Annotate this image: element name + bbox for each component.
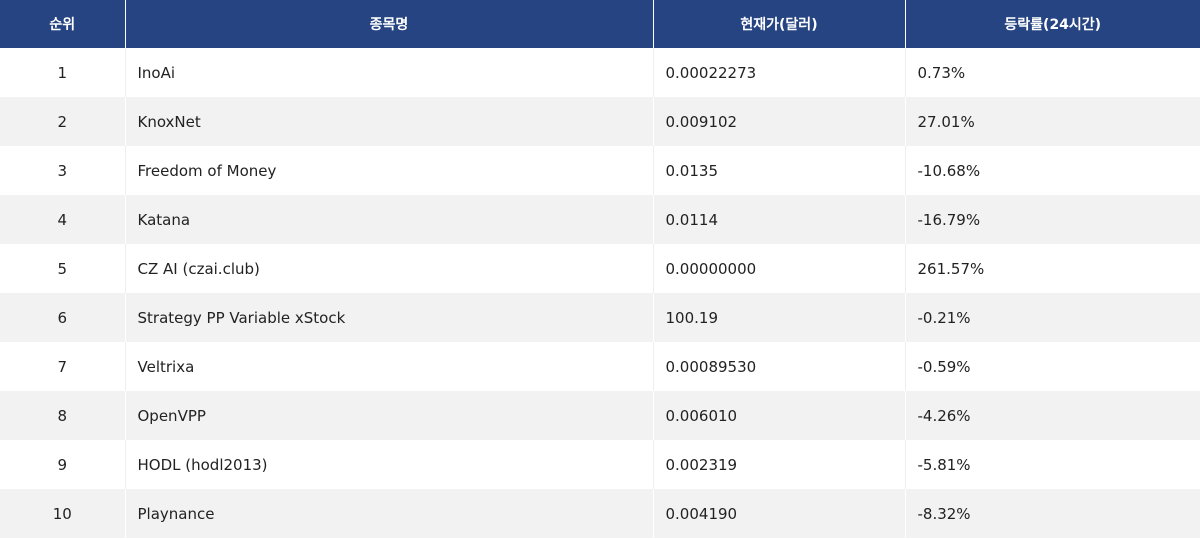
- change-cell: -8.32%: [904, 489, 1200, 538]
- rank-cell: 7: [0, 342, 125, 391]
- change-cell: -0.59%: [904, 342, 1200, 391]
- table-row: 6 Strategy PP Variable xStock 100.19 -0.21%: [0, 293, 1200, 342]
- change-cell: -0.21%: [904, 293, 1200, 342]
- name-cell: InoAi: [124, 48, 653, 97]
- header-price: 현재가(달러): [652, 0, 905, 48]
- rank-cell: 8: [0, 391, 125, 440]
- change-cell: 0.73%: [904, 48, 1200, 97]
- table-row: 2 KnoxNet 0.009102 27.01%: [0, 97, 1200, 146]
- name-cell: Katana: [124, 195, 653, 244]
- price-cell: 0.00000000: [652, 244, 905, 293]
- price-cell: 0.002319: [652, 440, 905, 489]
- table-row: 1 InoAi 0.00022273 0.73%: [0, 48, 1200, 97]
- table-row: 9 HODL (hodl2013) 0.002319 -5.81%: [0, 440, 1200, 489]
- table-row: 10 Playnance 0.004190 -8.32%: [0, 489, 1200, 538]
- change-cell: -16.79%: [904, 195, 1200, 244]
- change-cell: -10.68%: [904, 146, 1200, 195]
- name-cell: Veltrixa: [124, 342, 653, 391]
- table-row: 7 Veltrixa 0.00089530 -0.59%: [0, 342, 1200, 391]
- change-cell: -4.26%: [904, 391, 1200, 440]
- rank-cell: 2: [0, 97, 125, 146]
- name-cell: CZ AI (czai.club): [124, 244, 653, 293]
- header-row: 순위 종목명 현재가(달러) 등락률(24시간): [0, 0, 1200, 48]
- change-cell: -5.81%: [904, 440, 1200, 489]
- price-cell: 0.006010: [652, 391, 905, 440]
- rank-cell: 6: [0, 293, 125, 342]
- table-row: 4 Katana 0.0114 -16.79%: [0, 195, 1200, 244]
- price-cell: 0.009102: [652, 97, 905, 146]
- rank-cell: 1: [0, 48, 125, 97]
- name-cell: OpenVPP: [124, 391, 653, 440]
- header-name: 종목명: [124, 0, 653, 48]
- rank-cell: 9: [0, 440, 125, 489]
- rank-cell: 3: [0, 146, 125, 195]
- name-cell: Strategy PP Variable xStock: [124, 293, 653, 342]
- rank-cell: 10: [0, 489, 125, 538]
- header-change: 등락률(24시간): [904, 0, 1200, 48]
- price-cell: 0.00089530: [652, 342, 905, 391]
- price-cell: 100.19: [652, 293, 905, 342]
- change-cell: 261.57%: [904, 244, 1200, 293]
- name-cell: Freedom of Money: [124, 146, 653, 195]
- table-row: 3 Freedom of Money 0.0135 -10.68%: [0, 146, 1200, 195]
- rank-cell: 5: [0, 244, 125, 293]
- change-cell: 27.01%: [904, 97, 1200, 146]
- price-cell: 0.0135: [652, 146, 905, 195]
- table-row: 8 OpenVPP 0.006010 -4.26%: [0, 391, 1200, 440]
- rank-cell: 4: [0, 195, 125, 244]
- price-cell: 0.00022273: [652, 48, 905, 97]
- price-cell: 0.004190: [652, 489, 905, 538]
- name-cell: Playnance: [124, 489, 653, 538]
- header-rank: 순위: [0, 0, 125, 48]
- table-row: 5 CZ AI (czai.club) 0.00000000 261.57%: [0, 244, 1200, 293]
- name-cell: KnoxNet: [124, 97, 653, 146]
- name-cell: HODL (hodl2013): [124, 440, 653, 489]
- price-cell: 0.0114: [652, 195, 905, 244]
